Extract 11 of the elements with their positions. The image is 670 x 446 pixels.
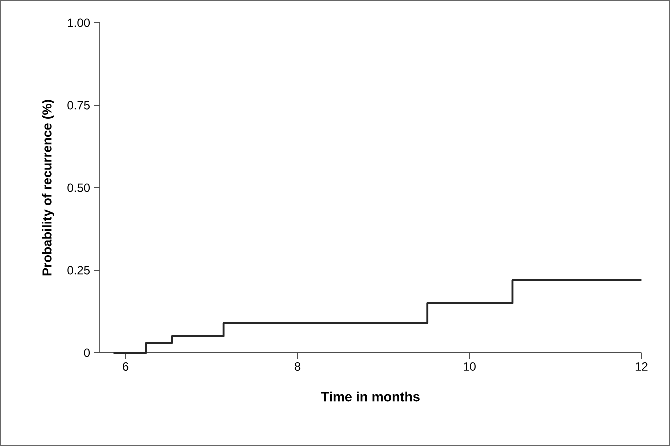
x-tick-label: 6: [123, 362, 129, 371]
x-tick-label: 8: [294, 362, 301, 371]
x-axis-title: Time in months: [321, 392, 420, 402]
y-tick-label: 0: [84, 348, 90, 358]
x-tick-label: 12: [636, 362, 648, 371]
y-tick-label: 0.75: [68, 101, 90, 110]
y-tick-label: 1.00: [68, 18, 90, 28]
y-axis-title: Probability of recurrence (%): [42, 100, 54, 276]
y-tick-label: 0.50: [68, 184, 90, 192]
y-tick-label: 0.25: [68, 266, 90, 275]
x-tick-label: 10: [464, 362, 476, 371]
